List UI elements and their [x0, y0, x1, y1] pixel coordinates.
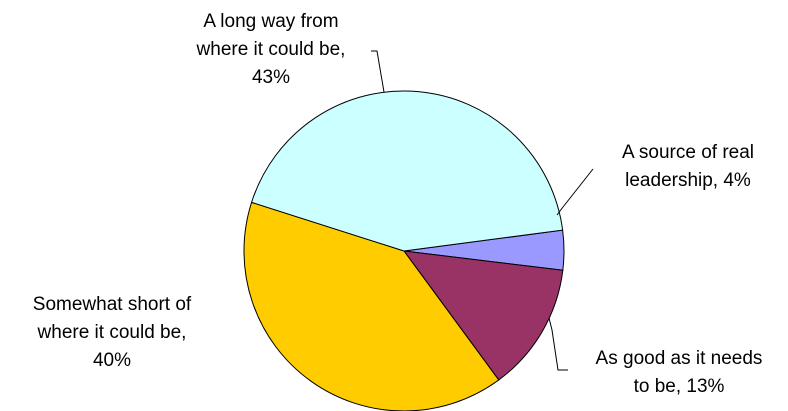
leader-line-slice-3 [371, 50, 385, 93]
leader-lines [371, 50, 594, 371]
pie-slice-as-good-as-it-needs [402, 250, 564, 381]
slice-label-line: A source of real [622, 142, 754, 163]
slice-labels: A source of real leadership, 4% As good a… [33, 11, 763, 397]
leader-line-slice-0 [556, 168, 594, 216]
pie-slice-long-way-from [250, 90, 564, 252]
slice-label-line: 40% [93, 350, 131, 371]
slice-label-as-good-as-it-needs-to-be: As good as it needs to be, 13% [596, 348, 763, 397]
leader-line-slice-1 [548, 317, 568, 371]
slice-label-line: leadership, 4% [625, 170, 751, 191]
slice-label-line: where it could be, [196, 39, 346, 60]
slice-label-line: 43% [252, 67, 290, 88]
slice-label-line: to be, 13% [634, 376, 725, 397]
pie-slice-somewhat-short [243, 201, 500, 411]
slice-label-long-way-from: A long way from where it could be, 43% [196, 11, 346, 88]
slice-label-somewhat-short: Somewhat short of where it could be, 40% [33, 294, 192, 371]
slice-label-line: where it could be, [37, 322, 187, 343]
slice-label-line: As good as it needs [596, 348, 763, 369]
pie-slices [243, 90, 565, 411]
slice-label-line: Somewhat short of [33, 294, 192, 315]
slice-label-source-of-real-leadership: A source of real leadership, 4% [622, 142, 754, 191]
slice-label-line: A long way from [203, 11, 338, 32]
